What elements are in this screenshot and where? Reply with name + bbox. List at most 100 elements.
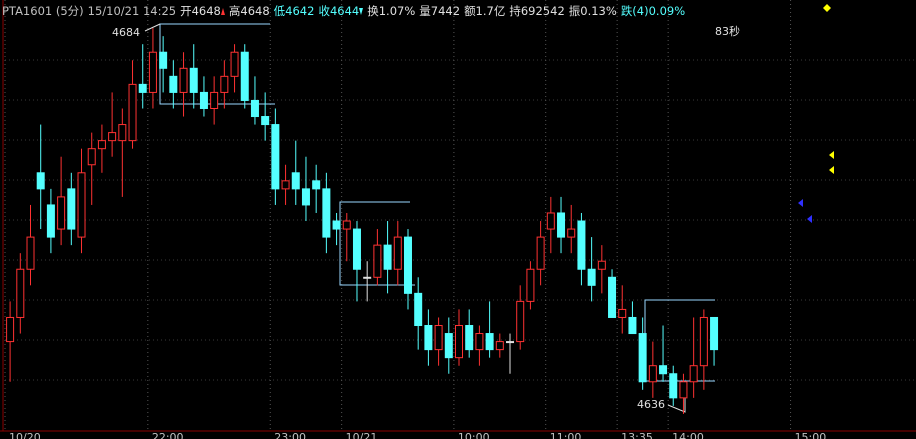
high-annotation: 4684 (112, 26, 140, 39)
candle-body (669, 373, 678, 399)
candle-body (485, 333, 494, 351)
x-tick-label: 13:35 (621, 431, 653, 439)
arrow-icon (220, 7, 225, 15)
leader-line (144, 23, 161, 32)
candle-body (536, 236, 545, 270)
candle-body (281, 180, 290, 190)
candle-body (179, 67, 188, 93)
candle-body (628, 316, 637, 335)
x-tick-label: 22:00 (152, 431, 184, 439)
candle-body (342, 220, 351, 230)
candle-body (291, 172, 300, 190)
marker (798, 199, 803, 207)
candle-body (169, 75, 178, 93)
candle-body (414, 292, 423, 327)
candle-body (240, 51, 249, 101)
candle-body (393, 236, 402, 270)
x-tick-label: 14:00 (672, 431, 704, 439)
candle-body (546, 212, 555, 230)
header-item: 收4644 (318, 4, 360, 18)
x-tick-label: 23:00 (274, 431, 306, 439)
candle-body (189, 67, 198, 93)
candle-body (597, 260, 606, 270)
candle-body (455, 325, 463, 359)
candle-body (271, 124, 280, 190)
candle-body (444, 333, 453, 359)
grid (4, 0, 916, 431)
candle-body (230, 51, 239, 77)
marker (829, 151, 834, 159)
candle-body (118, 124, 127, 142)
marker (807, 215, 812, 223)
header-item: 持692542 (509, 4, 565, 18)
candle-body (36, 172, 45, 190)
candle-body (383, 244, 392, 270)
candle-body (57, 196, 66, 230)
candle-body (506, 341, 515, 344)
candle-body (363, 276, 372, 279)
candle-body (516, 300, 525, 343)
marker (823, 4, 831, 12)
candle-body (352, 228, 361, 270)
candle-body (495, 341, 504, 351)
candles (6, 28, 719, 414)
candle-body (587, 268, 596, 286)
candle-body (148, 51, 157, 93)
header-item: 换1.07% (367, 4, 416, 18)
candle-body (108, 132, 117, 142)
candle-body (465, 325, 474, 351)
candle-body (16, 268, 25, 318)
candle-body (567, 228, 576, 238)
candle-body (46, 204, 55, 238)
candle-body (659, 365, 668, 375)
header-item: PTA1601 (5分) (2, 4, 84, 18)
header-item: 开4648 (180, 4, 221, 18)
candle-body (679, 381, 688, 399)
candle-body (138, 83, 147, 93)
candle-body (373, 244, 382, 278)
candle-body (699, 316, 708, 367)
header-item: 低4642 (273, 4, 315, 18)
candle-body (128, 83, 137, 142)
candle-body (689, 365, 698, 383)
candle-body (322, 188, 331, 238)
header-item: 额1.7亿 (464, 4, 506, 18)
candle-body (97, 140, 106, 150)
candle-body (332, 220, 341, 230)
header: PTA1601 (5分) 15/10/21 14:25 开4648 高4648 低464… (2, 2, 685, 20)
x-tick-label: 15:00 (795, 431, 827, 439)
candle-body (301, 188, 310, 206)
x-tick-label: 11:00 (550, 431, 582, 439)
candle-body (210, 91, 219, 109)
header-item: 高4648 (228, 4, 270, 18)
header-item: 跌(4)0.09% (620, 4, 686, 18)
candle-body (618, 308, 627, 318)
candle-body (577, 220, 586, 270)
candle-body (77, 172, 86, 238)
candle-body (557, 212, 566, 238)
candle-body (648, 365, 657, 383)
candle-body (424, 325, 433, 351)
header-item: 量7442 (419, 4, 461, 18)
candle-body (638, 333, 647, 383)
low-annotation: 4636 (637, 398, 665, 411)
x-tick-label: 10:00 (458, 431, 490, 439)
candle-body (199, 91, 208, 109)
candle-body (312, 180, 321, 190)
arrow-icon (359, 7, 364, 15)
countdown: 83秒 (715, 24, 740, 38)
candle-body (87, 148, 96, 166)
candle-body (710, 316, 719, 351)
candle-body (608, 276, 617, 318)
candle-body (250, 99, 259, 118)
candle-body (26, 236, 35, 270)
candle-body (159, 51, 168, 69)
marker (829, 166, 834, 174)
header-item: 15/10/21 14:25 (87, 4, 177, 18)
candle-body (67, 188, 76, 230)
candle-body (403, 236, 412, 294)
x-tick-label: 10/20 (9, 431, 41, 439)
candle-body (220, 75, 229, 93)
